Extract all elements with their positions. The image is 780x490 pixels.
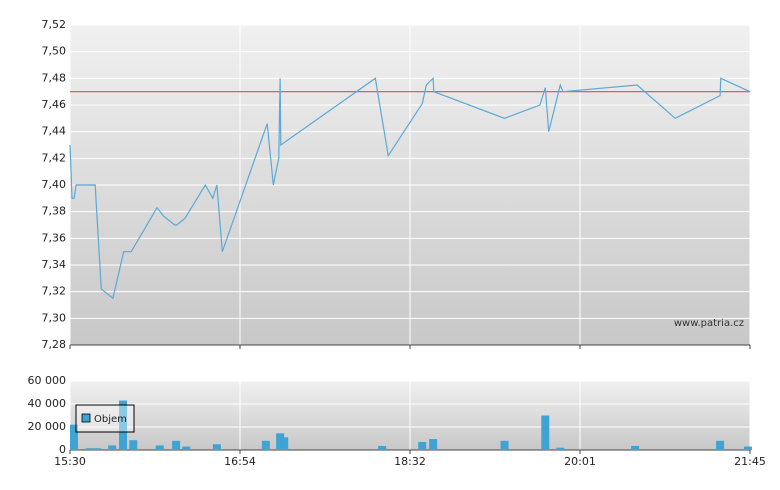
volume-bar (541, 415, 550, 450)
x-tick-label: 20:01 (564, 455, 596, 468)
volume-bar (85, 448, 94, 450)
y-tick-label: 7,40 (42, 178, 67, 191)
legend-box (75, 404, 135, 433)
y-tick-label: 7,30 (42, 311, 67, 324)
volume-bar (182, 446, 191, 450)
volume-bar (378, 445, 387, 450)
y-tick-label: 7,46 (42, 98, 67, 111)
watermark: www.patria.cz (674, 318, 744, 329)
y-tick-label: 7,50 (42, 45, 67, 58)
volume-bar (172, 440, 181, 450)
volume-bar (716, 440, 725, 450)
x-tick-label: 18:32 (394, 455, 426, 468)
volume-bar (108, 445, 117, 450)
y-tick-label: 40 000 (28, 397, 67, 410)
legend-swatch (81, 413, 91, 423)
volume-bar (119, 400, 128, 450)
volume-bar (93, 448, 102, 450)
volume-bar (212, 444, 221, 450)
y-tick-label: 7,48 (42, 71, 67, 84)
volume-bar (743, 446, 752, 450)
volume-bar (500, 440, 509, 450)
y-tick-label: 7,42 (42, 151, 67, 164)
y-tick-label: 7,32 (42, 285, 67, 298)
y-tick-label: 7,34 (42, 258, 67, 271)
y-tick-label: 7,36 (42, 231, 67, 244)
volume-bar (418, 441, 427, 450)
y-tick-label: 7,38 (42, 205, 67, 218)
volume-bar (276, 433, 285, 450)
volume-bar (129, 440, 138, 450)
volume-bar (155, 445, 164, 450)
y-tick-label: 7,44 (42, 125, 67, 138)
x-tick-label: 21:45 (734, 455, 766, 468)
y-tick-label: 7,52 (42, 18, 67, 31)
volume-bar (556, 447, 565, 450)
volume-bar (631, 445, 640, 450)
volume-bar (70, 424, 78, 450)
legend-label: Objem (94, 414, 127, 425)
y-tick-label: 7,28 (42, 338, 67, 351)
y-tick-label: 0 (59, 443, 66, 456)
price-line (69, 76, 751, 300)
volume-bar (280, 437, 289, 450)
volume-bar (429, 439, 438, 450)
x-tick-label: 15:30 (54, 455, 86, 468)
y-tick-label: 60 000 (28, 374, 67, 387)
volume-bar (261, 440, 270, 450)
y-tick-label: 20 000 (28, 420, 67, 433)
x-tick-label: 16:54 (224, 455, 256, 468)
